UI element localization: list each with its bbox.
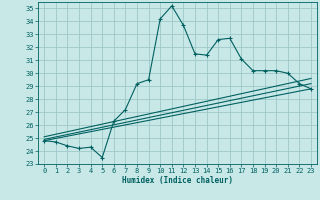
X-axis label: Humidex (Indice chaleur): Humidex (Indice chaleur): [122, 176, 233, 185]
